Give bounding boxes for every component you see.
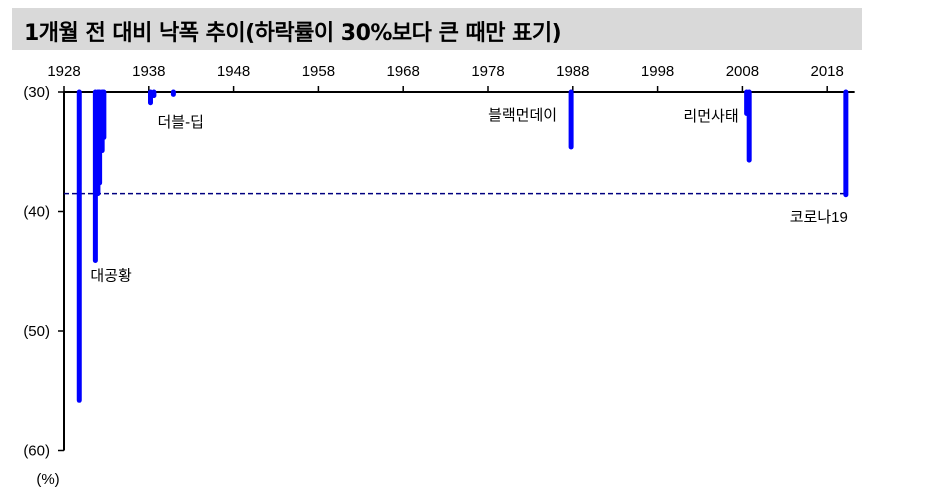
x-tick-label: 1998 xyxy=(641,63,674,80)
annotation-label: 리먼사태 xyxy=(683,108,738,125)
x-tick-label: 2018 xyxy=(811,63,844,80)
chart-title: 1개월 전 대비 낙폭 추이(하락률이 30%보다 큰 때만 표기) xyxy=(24,21,562,46)
x-tick-label: 2008 xyxy=(726,63,759,80)
x-tick-label: 1948 xyxy=(217,63,250,80)
x-tick-label: 1958 xyxy=(302,63,335,80)
y-tick-label: (40) xyxy=(23,204,50,221)
annotation-label: 더블-딥 xyxy=(157,114,203,131)
y-tick-label: (30) xyxy=(23,84,50,101)
x-tick-label: 1988 xyxy=(556,63,589,80)
annotation-label: 대공황 xyxy=(90,267,132,284)
x-tick-label: 1928 xyxy=(47,63,80,80)
axes xyxy=(58,86,855,452)
bars xyxy=(76,89,849,403)
labels: 1928 1938 1948 1958 1968 1978 1988 1998 2008 2018… xyxy=(23,63,848,460)
x-tick-label: 1938 xyxy=(132,63,165,80)
y-tick-label: (50) xyxy=(23,323,50,340)
title-bar: 1개월 전 대비 낙폭 추이(하락률이 30%보다 큰 때만 표기) xyxy=(12,8,862,50)
annotation-label: 블랙먼데이 xyxy=(488,107,557,124)
x-tick-label: 1978 xyxy=(471,63,504,80)
y-tick-label: (60) xyxy=(23,443,50,460)
x-tick-label: 1968 xyxy=(387,63,420,80)
annotation-label: 코로나19 xyxy=(790,209,848,226)
y-axis-label: (%) xyxy=(36,471,59,488)
